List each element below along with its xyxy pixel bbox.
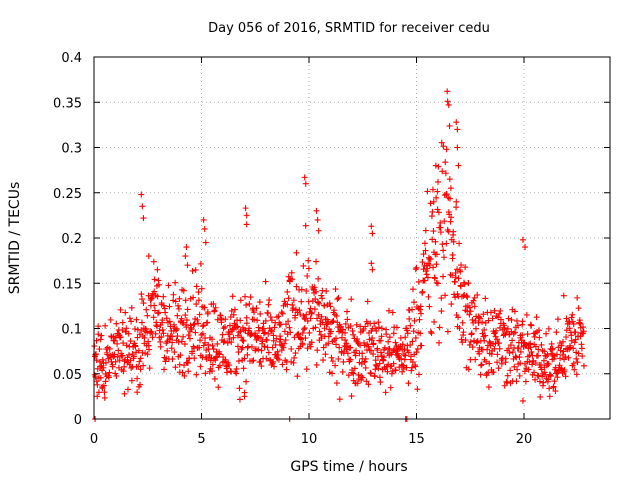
y-tick-label: 0 xyxy=(74,413,82,428)
x-tick-label: 15 xyxy=(408,432,425,447)
srmtid-chart: 0 0.05 0.1 0.15 0.2 0.25 0.3 0.35 0.4 0 5 10 15 20 Da… xyxy=(0,0,640,480)
chart-title: Day 056 of 2016, SRMTID for receiver ced… xyxy=(208,21,490,36)
y-tick-label: 0.2 xyxy=(61,232,82,247)
y-axis-label: SRMTID / TECUs xyxy=(7,182,23,295)
y-tick-label: 0.3 xyxy=(61,142,82,157)
y-tick-label: 0.25 xyxy=(53,187,82,202)
chart-background xyxy=(0,0,640,480)
y-tick-label: 0.35 xyxy=(53,96,82,111)
y-tick-label: 0.1 xyxy=(61,323,82,338)
x-axis-label: GPS time / hours xyxy=(290,459,407,475)
x-tick-label: 0 xyxy=(90,432,98,447)
y-tick-label: 0.15 xyxy=(53,277,82,292)
x-tick-label: 5 xyxy=(197,432,205,447)
y-tick-label: 0.4 xyxy=(61,51,82,66)
y-tick-label: 0.05 xyxy=(53,368,82,383)
x-tick-label: 20 xyxy=(516,432,533,447)
x-tick-label: 10 xyxy=(301,432,318,447)
